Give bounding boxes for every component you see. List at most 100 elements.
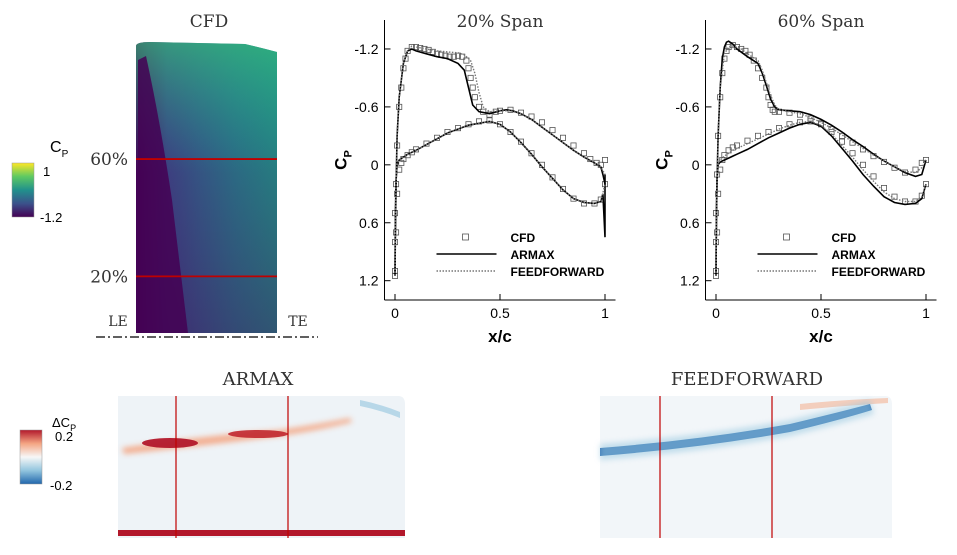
chart-title: 60% Span <box>778 12 865 32</box>
cfd-marker <box>602 156 609 163</box>
cfd-marker <box>744 137 751 144</box>
armax-line <box>394 48 606 276</box>
cfd-marker <box>465 65 472 72</box>
cfd-marker <box>839 132 846 139</box>
cfd-te-label: TE <box>288 314 308 330</box>
cp-colorbar: CP 1 -1.2 <box>11 139 69 225</box>
feedforward-line <box>394 45 606 276</box>
cfd-marker <box>912 166 919 173</box>
y-axis-label: CP <box>653 150 676 170</box>
cfd-marker <box>450 53 457 60</box>
cfd-marker <box>902 169 909 176</box>
cp-chart-20-span: 20% Span -1.2 -0.6 0 0.6 1.2 0 0.5 1 x/c CP CFD ARMA… <box>332 12 616 346</box>
cfd-marker <box>581 150 588 157</box>
cp-colorbar-ramp <box>11 162 35 218</box>
delta-cp-colorbar: ΔCP 0.2 -0.2 <box>19 415 76 493</box>
cfd-le-label: LE <box>108 314 128 330</box>
cfd-marker <box>771 108 778 115</box>
x-tick-label: 1 <box>601 305 609 321</box>
x-axis-label: x/c <box>488 327 512 346</box>
feedforward-line <box>715 45 927 276</box>
cfd-marker <box>394 190 401 197</box>
x-tick-label: 0 <box>712 305 720 321</box>
feedforward-shock-band-halo <box>600 400 874 460</box>
delta-cp-colorbar-min: -0.2 <box>50 478 72 493</box>
cfd-marker <box>849 150 856 157</box>
armax-peak-red-1 <box>142 438 198 448</box>
cfd-marker <box>469 84 476 91</box>
chart-title: 20% Span <box>457 12 544 32</box>
delta-cp-colorbar-ramp <box>19 429 43 485</box>
y-axis-label: CP <box>332 150 355 170</box>
y-tick-label: 0.6 <box>359 215 379 231</box>
legend-label: ARMAX <box>832 248 876 262</box>
armax-line <box>715 40 927 276</box>
armax-difference-panel: ARMAX <box>118 369 405 538</box>
cfd-section-label: 60% <box>90 150 128 170</box>
cfd-marker <box>459 53 466 60</box>
legend-marker-cfd <box>783 233 790 241</box>
feedforward-panel-title: FEEDFORWARD <box>671 369 823 390</box>
cfd-marker <box>715 190 722 197</box>
cfd-marker <box>486 111 493 118</box>
cfd-marker <box>870 173 877 180</box>
cfd-marker <box>549 127 556 134</box>
cfd-marker <box>721 152 728 159</box>
cp-colorbar-min: -1.2 <box>40 210 62 225</box>
cfd-marker <box>549 174 556 181</box>
cfd-marker <box>518 138 525 145</box>
feedforward-difference-panel: FEEDFORWARD <box>600 369 892 538</box>
delta-cp-colorbar-label: ΔCP <box>52 415 76 433</box>
cfd-marker <box>734 142 741 149</box>
cfd-marker <box>860 161 867 168</box>
cfd-marker <box>769 106 776 113</box>
cfd-marker <box>570 195 577 202</box>
cfd-marker <box>471 94 478 101</box>
cfd-marker <box>776 125 783 132</box>
cfd-title: CFD <box>190 12 228 32</box>
cp-colorbar-label: CP <box>50 139 69 160</box>
cfd-marker <box>507 128 514 135</box>
cfd-marker <box>421 45 428 52</box>
cfd-wing-surface <box>96 42 318 338</box>
cfd-marker <box>839 138 846 145</box>
cfd-marker <box>486 117 493 124</box>
x-tick-label: 1 <box>922 305 930 321</box>
cfd-marker <box>404 47 411 54</box>
armax-peak-red-2 <box>228 430 288 438</box>
x-tick-label: 0 <box>391 305 399 321</box>
legend-marker-cfd <box>462 233 469 241</box>
cfd-marker <box>560 185 567 192</box>
y-tick-label: 1.2 <box>680 273 700 289</box>
cfd-marker <box>475 103 482 110</box>
cfd-suction-peak <box>138 56 188 333</box>
y-tick-label: -0.6 <box>354 99 378 115</box>
armax-panel-title: ARMAX <box>222 369 294 390</box>
legend-label: FEEDFORWARD <box>832 265 926 279</box>
cfd-section-lines: 60% 20% <box>90 150 277 287</box>
cfd-marker <box>463 57 470 64</box>
feedforward-light-red-streak <box>800 398 888 410</box>
cfd-marker <box>528 150 535 157</box>
y-tick-label: 1.2 <box>359 273 379 289</box>
x-tick-label: 0.5 <box>490 305 510 321</box>
y-tick-label: 0.6 <box>680 215 700 231</box>
cfd-marker <box>729 42 736 49</box>
legend-label: ARMAX <box>511 248 555 262</box>
cfd-marker <box>881 184 888 191</box>
feedforward-line <box>394 120 606 276</box>
cp-colorbar-max: 1 <box>43 164 50 179</box>
y-tick-label: 0 <box>692 157 700 173</box>
armax-le-red-strip <box>118 530 405 536</box>
y-tick-label: 0 <box>371 157 379 173</box>
cfd-marker <box>539 119 546 126</box>
cp-chart-60-span: 60% Span -1.2 -0.6 0 0.6 1.2 0 0.5 1 x/c CP CFD ARMA… <box>653 12 937 346</box>
y-tick-label: -1.2 <box>354 41 378 57</box>
cfd-marker <box>719 70 726 77</box>
feedforward-diff-field <box>600 396 892 538</box>
cfd-marker <box>467 74 474 81</box>
armax-light-blue-streak <box>360 400 400 418</box>
legend-label: CFD <box>511 231 536 245</box>
cfd-wing-panel: CFD 60% 20% LE TE <box>90 12 318 338</box>
